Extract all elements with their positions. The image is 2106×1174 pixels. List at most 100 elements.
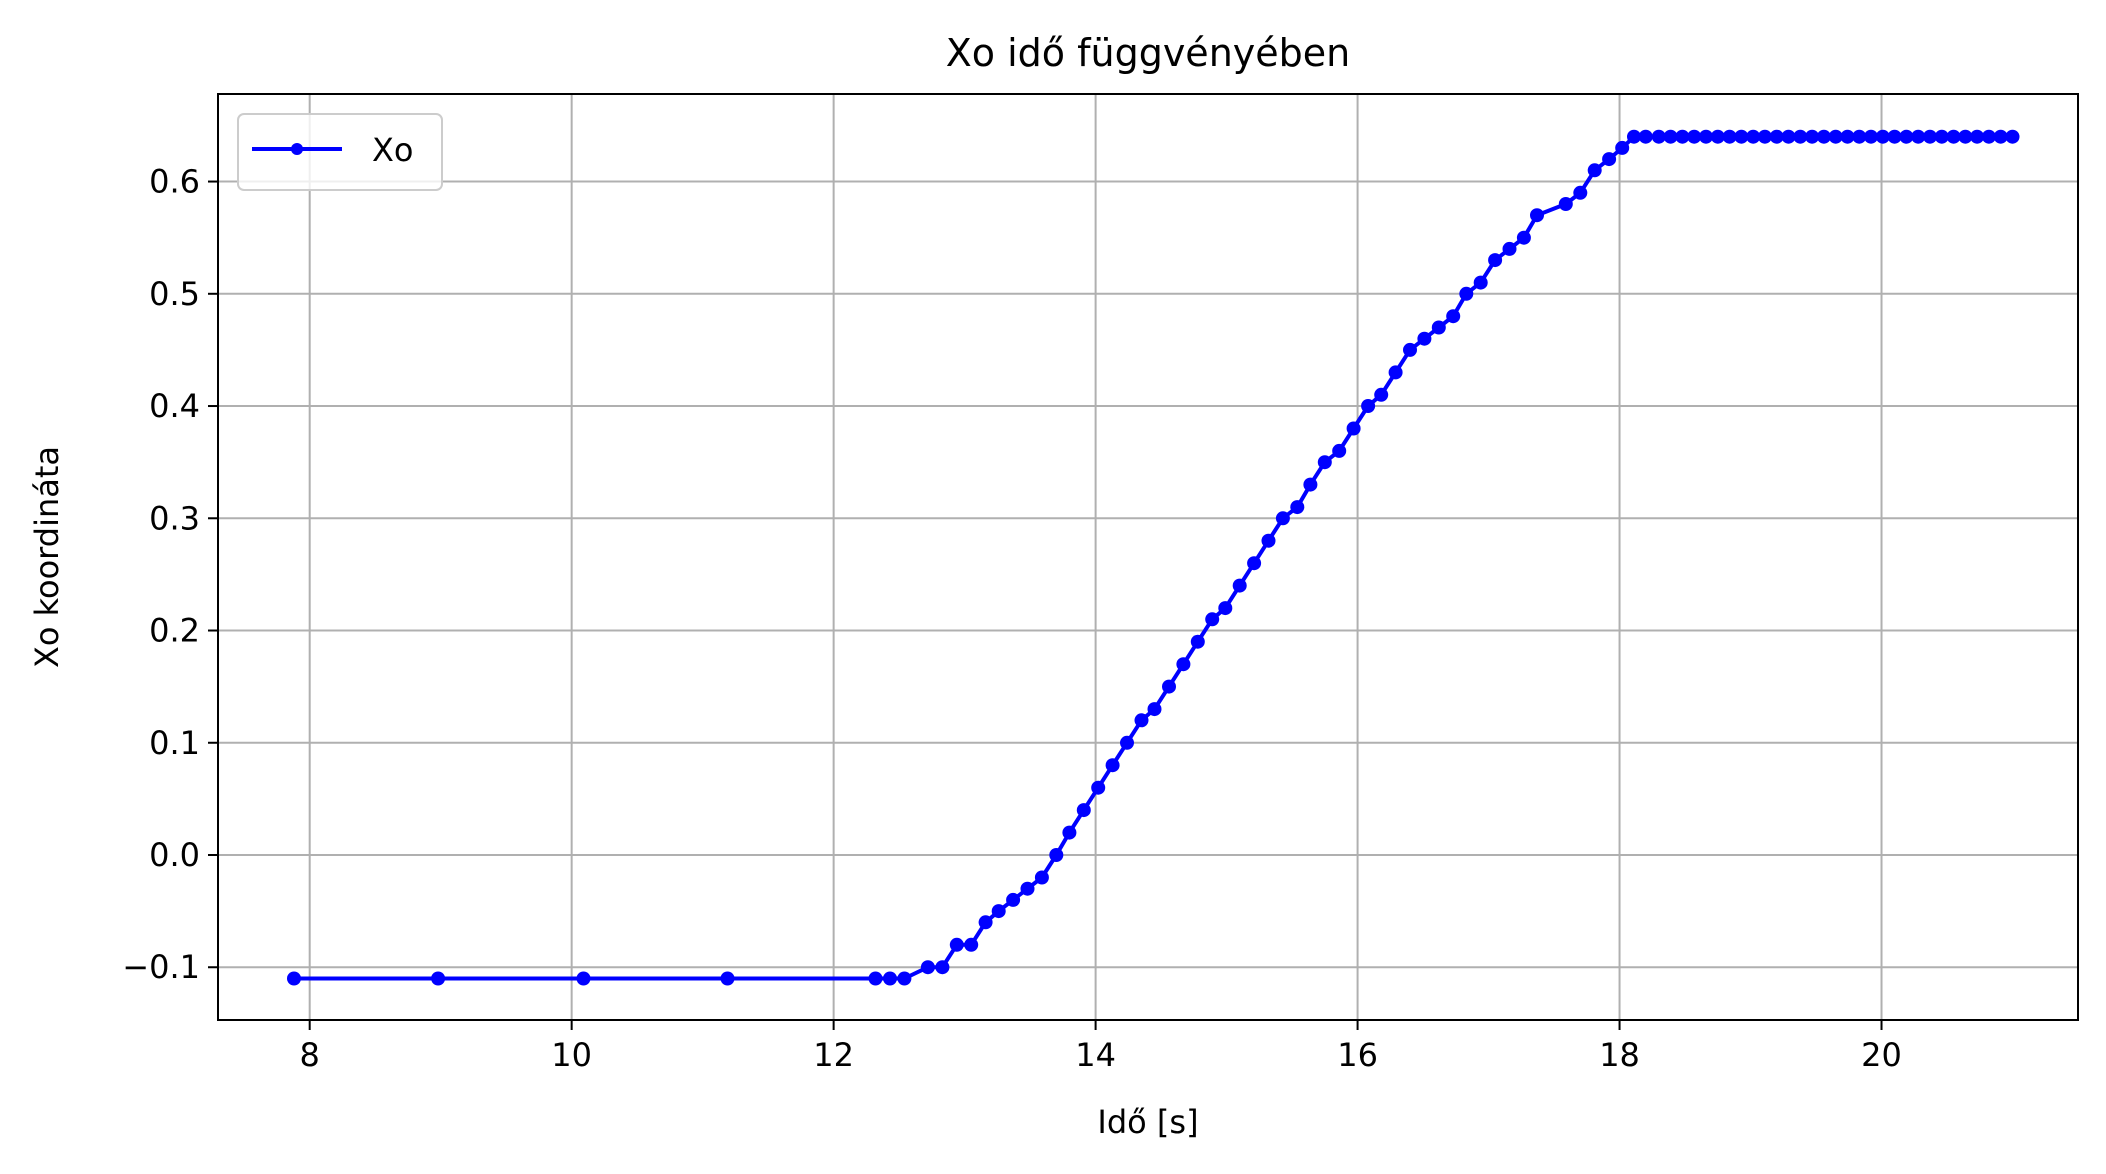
x-axis-title: Idő [s] — [1097, 1103, 1198, 1141]
data-point — [1049, 848, 1064, 862]
x-tick-label: 16 — [1337, 1036, 1378, 1074]
data-point — [1734, 129, 1749, 144]
legend-box — [237, 113, 443, 191]
data-point — [1899, 129, 1914, 144]
data-point — [1162, 679, 1176, 694]
y-tick-label: −0.1 — [122, 948, 200, 986]
data-point — [978, 915, 993, 930]
data-point — [1317, 455, 1332, 470]
data-point — [1147, 702, 1162, 717]
y-tick-label: 0.6 — [149, 163, 200, 201]
data-point — [991, 904, 1006, 919]
data-point — [1530, 208, 1544, 223]
data-point — [1403, 342, 1417, 357]
data-point — [1034, 870, 1049, 885]
data-point — [1105, 758, 1120, 773]
x-tick-label: 20 — [1861, 1036, 1902, 1074]
data-point — [1275, 511, 1290, 526]
data-point — [1638, 129, 1653, 144]
data-point — [1062, 825, 1077, 840]
data-point — [1615, 140, 1630, 155]
data-point — [1573, 185, 1588, 200]
data-point — [1651, 129, 1666, 144]
data-point — [1675, 129, 1690, 144]
data-point — [576, 971, 591, 986]
y-tick-label: 0.0 — [149, 836, 200, 874]
legend-marker-sample — [291, 143, 303, 155]
x-tick-label: 14 — [1075, 1036, 1116, 1074]
data-point — [1218, 601, 1233, 616]
data-point — [1303, 477, 1318, 492]
x-tick-label: 12 — [813, 1036, 854, 1074]
data-point — [1757, 129, 1772, 144]
data-point — [1769, 129, 1784, 144]
data-point — [1473, 275, 1488, 290]
data-point — [1710, 129, 1725, 144]
data-point — [1247, 556, 1262, 571]
data-point — [1993, 129, 2008, 144]
data-point — [1176, 657, 1191, 672]
chart-title: Xo idő függvényében — [946, 31, 1350, 75]
data-point — [1374, 387, 1389, 402]
legend: Xo — [237, 113, 443, 191]
data-point — [1805, 129, 1820, 144]
y-tick-label: 0.4 — [149, 387, 200, 425]
data-point — [1602, 152, 1617, 167]
data-point — [1875, 129, 1890, 144]
data-point — [1459, 286, 1474, 301]
data-point — [1587, 163, 1602, 178]
x-tick-label: 10 — [551, 1036, 592, 1074]
series-line-xo — [294, 134, 2013, 981]
y-tick-label: 0.2 — [149, 612, 200, 650]
data-point — [868, 971, 883, 986]
data-point — [1946, 129, 1961, 144]
data-point — [1887, 129, 1902, 144]
plot-frame — [217, 93, 2079, 1021]
data-point — [1388, 365, 1403, 380]
y-tick-label: 0.3 — [149, 499, 200, 537]
data-point — [1981, 129, 1996, 144]
data-point — [1332, 443, 1347, 458]
data-point — [1828, 129, 1843, 144]
data-point — [1923, 129, 1937, 144]
data-point — [1934, 129, 1949, 144]
data-point — [935, 960, 950, 975]
series-layer — [287, 129, 2020, 986]
tick-layer: 8 10 12 14 16 18 20 −0.1 0.0 0.1 0.2 0.3 0.4 0.5 0.6 — [122, 163, 1902, 1074]
data-point — [1190, 634, 1205, 649]
data-point — [1699, 129, 1713, 144]
data-point — [1076, 803, 1091, 818]
data-point — [1793, 129, 1808, 144]
data-point — [1516, 230, 1531, 245]
data-point — [897, 971, 912, 986]
legend-label-xo: Xo — [372, 131, 414, 169]
data-point — [1232, 578, 1247, 593]
data-point — [1746, 129, 1761, 144]
data-point — [1488, 253, 1503, 268]
data-point — [1502, 241, 1517, 256]
data-point — [1781, 129, 1796, 144]
data-point — [1446, 309, 1461, 324]
data-point — [1361, 399, 1376, 413]
y-axis-title: Xo koordináta — [28, 446, 66, 668]
data-point — [883, 971, 897, 986]
data-point — [1261, 533, 1276, 548]
data-point — [2005, 129, 2020, 144]
data-point — [1290, 500, 1305, 515]
data-point — [1840, 129, 1855, 144]
data-point — [1091, 780, 1106, 795]
data-point — [1911, 129, 1926, 144]
data-point — [1816, 129, 1831, 144]
data-point — [1958, 129, 1973, 144]
data-point — [949, 937, 964, 952]
data-point — [1431, 320, 1446, 335]
data-point — [1006, 892, 1021, 907]
x-tick-label: 18 — [1599, 1036, 1640, 1074]
y-tick-label: 0.1 — [149, 724, 200, 762]
data-point — [1627, 129, 1641, 144]
data-point — [1120, 735, 1134, 750]
data-point — [1558, 197, 1573, 211]
x-tick-label: 8 — [300, 1036, 320, 1074]
data-point — [720, 971, 735, 986]
